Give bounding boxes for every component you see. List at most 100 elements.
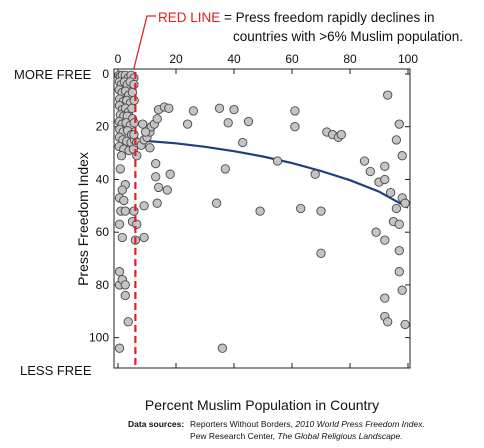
data-point (383, 317, 393, 327)
data-point (117, 232, 127, 243)
data-point (116, 151, 127, 161)
plot-area-frame (113, 68, 411, 369)
data-point (255, 206, 265, 216)
data-point (153, 182, 164, 193)
data-point (272, 156, 283, 166)
data-point (397, 285, 407, 295)
x-tick-label: 20 (169, 52, 183, 66)
annotation-line-1: RED LINE = Press freedom rapidly decline… (158, 10, 435, 25)
data-point (238, 137, 248, 148)
data-point (117, 185, 127, 195)
data-point (380, 293, 390, 303)
data-point (229, 104, 239, 115)
data-point (152, 114, 162, 124)
data-point (243, 116, 254, 127)
data-point (336, 129, 346, 140)
y-axis-title: Press Freedom Index (75, 152, 91, 286)
annotation-red-line-label: RED LINE (158, 10, 220, 25)
y-tick-label: 20 (96, 120, 110, 134)
data-point (220, 164, 230, 174)
data-point (165, 169, 175, 179)
axis-ticks: 0 20 40 60 80 100 0 20 40 60 80 100 (89, 52, 418, 368)
data-point (188, 106, 199, 116)
data-point (129, 95, 139, 106)
y-tick-label: 100 (89, 331, 109, 345)
less-free-label: LESS FREE (20, 363, 92, 378)
data-point (397, 151, 407, 161)
data-point (211, 198, 222, 208)
x-tick-label: 40 (227, 52, 241, 66)
x-tick-label: 100 (398, 52, 418, 66)
data-point (400, 198, 410, 208)
more-free-label: MORE FREE (14, 67, 92, 82)
data-point (114, 267, 125, 277)
data-point (290, 106, 300, 116)
data-point (391, 203, 402, 214)
data-point (310, 169, 320, 179)
data-point (129, 129, 139, 140)
data-sources-label: Data sources: (128, 419, 184, 429)
annotation-line-2: countries with >6% Muslim population. (233, 29, 463, 44)
data-point (120, 280, 130, 290)
x-tick-label: 80 (343, 52, 357, 66)
data-point (138, 119, 148, 129)
x-tick-label: 0 (115, 52, 122, 66)
data-point (151, 158, 161, 169)
data-point (129, 118, 139, 128)
data-point (115, 164, 125, 174)
data-point (151, 172, 161, 182)
data-source-1: Reporters Without Borders, 2010 World Pr… (190, 419, 425, 429)
data-point (120, 206, 130, 216)
x-tick-label: 60 (285, 52, 299, 66)
data-point (316, 206, 326, 216)
data-point (223, 118, 233, 128)
data-point (394, 245, 404, 256)
data-point (394, 119, 404, 129)
x-axis-title: Percent Muslim Population in Country (145, 397, 379, 413)
data-source-2-text: Pew Research Center, (190, 431, 277, 441)
data-points (114, 70, 410, 353)
data-point (114, 219, 125, 229)
data-point (296, 203, 306, 214)
y-tick-label: 40 (96, 172, 110, 186)
data-source-1-text: Reporters Without Borders, (190, 419, 295, 429)
data-point (383, 90, 393, 100)
data-source-2-title: The Global Religious Landscape. (277, 431, 402, 441)
data-point (380, 161, 390, 171)
data-point (129, 206, 139, 216)
data-point (400, 319, 410, 330)
data-point (119, 195, 129, 206)
data-point (139, 201, 149, 211)
data-source-1-title: 2010 World Press Freedom Index. (294, 419, 424, 429)
y-tick-label: 80 (96, 278, 110, 292)
data-point (394, 267, 404, 277)
y-tick-label: 0 (102, 67, 109, 81)
data-source-2: Pew Research Center, The Global Religiou… (190, 431, 403, 441)
data-point (371, 227, 381, 237)
data-point (129, 79, 139, 90)
data-point (385, 187, 396, 198)
data-point (359, 156, 370, 166)
annotation-line-1-text: = Press freedom rapidly declines in (220, 10, 434, 25)
data-point (139, 232, 149, 243)
data-point (114, 343, 125, 353)
data-point (123, 317, 133, 327)
annotation-leader-line (132, 15, 156, 73)
data-point (162, 185, 172, 195)
y-tick-label: 60 (96, 225, 110, 239)
data-point (380, 174, 390, 185)
data-point (120, 290, 130, 301)
data-point (140, 127, 151, 137)
data-point (132, 219, 142, 229)
data-point (164, 103, 174, 113)
data-point (182, 119, 193, 129)
data-point (214, 103, 225, 113)
data-point (217, 343, 228, 353)
trend-layer (117, 138, 409, 209)
data-point (145, 143, 155, 153)
data-point (391, 135, 402, 145)
data-point (365, 166, 375, 177)
data-point (290, 122, 300, 132)
data-point (394, 219, 404, 229)
